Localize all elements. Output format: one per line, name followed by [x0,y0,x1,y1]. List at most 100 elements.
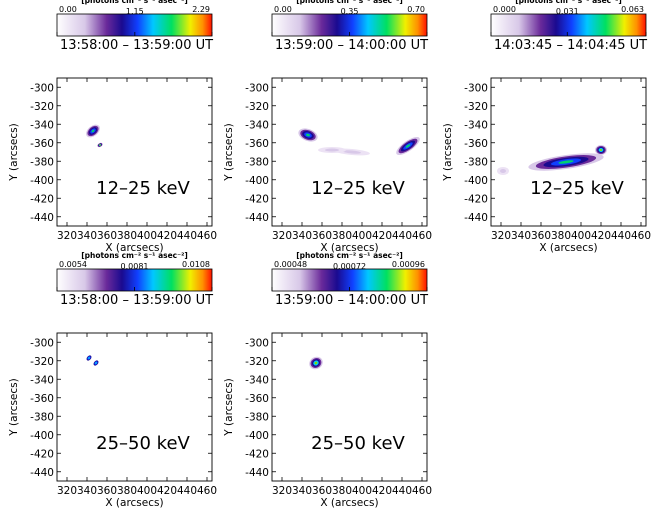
emission-source [314,361,318,365]
x-tick-label: 440 [392,485,412,497]
emission-source [500,169,506,173]
y-tick-label: -360 [464,138,488,150]
y-tick-label: -420 [30,193,54,205]
x-tick-label: 420 [372,485,392,497]
y-tick-label: -360 [245,138,269,150]
emission-source [306,133,310,137]
x-tick-label: 320 [491,230,511,242]
plot-frame [271,77,428,227]
colorbar-tick-label: 1.15 [126,7,144,16]
colorbar-tick-label: 0.00 [59,5,77,14]
panel-title: 13:58:00 – 13:59:00 UT [60,293,213,308]
x-tick-label: 460 [631,230,651,242]
energy-label: 25–50 keV [311,433,405,454]
y-tick-label: -300 [245,337,269,349]
y-tick-label: -420 [464,193,488,205]
x-tick-label: 420 [591,230,611,242]
x-tick-label: 340 [77,230,97,242]
x-tick-label: 420 [372,230,392,242]
x-tick-label: 380 [117,230,137,242]
x-tick-label: 440 [392,230,412,242]
colorbar-tick-label: 0.0054 [59,260,87,269]
y-tick-label: -320 [245,356,269,368]
x-axis-label: X (arcsecs) [105,497,163,509]
y-tick-label: -340 [245,374,269,386]
y-tick-label: -300 [30,337,54,349]
x-tick-label: 360 [97,485,117,497]
colorbar-tick-label: 0.70 [407,5,425,14]
plot-frame [56,332,213,482]
energy-label: 25–50 keV [96,433,190,454]
y-axis-label: Y (arcsecs) [223,123,235,181]
y-tick-label: -380 [464,156,488,168]
x-tick-label: 380 [332,485,352,497]
x-tick-label: 360 [312,485,332,497]
y-tick-label: -340 [464,119,488,131]
colorbar-tick-label: 0.35 [341,7,359,16]
colorbar-tick-label: 0.00096 [392,260,425,269]
plot-frame [271,332,428,482]
plot-frame [56,77,213,227]
y-axis-label: Y (arcsecs) [442,123,454,181]
y-tick-label: -440 [30,467,54,479]
emission-source [99,144,101,146]
x-tick-label: 320 [272,230,292,242]
colorbar-label: [photons cm⁻² s⁻¹ asec⁻²] [296,251,403,260]
panel: [photons cm⁻² s⁻¹ asec⁻²]0.00048 0.00072 0… [223,251,432,509]
y-tick-label: -420 [245,448,269,460]
emission-source [95,362,97,364]
panel-title: 14:03:45 – 14:04:45 UT [494,38,647,53]
y-tick-label: -340 [245,119,269,131]
colorbar-tick-label: 0.00072 [333,262,366,271]
y-tick-label: -400 [245,175,269,187]
colorbar-tick-label: 0.00 [274,5,292,14]
y-tick-label: -420 [30,448,54,460]
y-tick-label: -440 [245,212,269,224]
emission-source [325,148,339,152]
energy-label: 12–25 keV [96,178,190,199]
y-tick-label: -400 [30,430,54,442]
panel: [photons cm⁻² s⁻¹ asec⁻²]0.000 0.031 0.063… [442,0,651,254]
y-tick-label: -300 [245,82,269,94]
y-tick-label: -360 [245,393,269,405]
y-tick-label: -320 [30,101,54,113]
x-tick-label: 440 [177,485,197,497]
plot-area [491,78,646,226]
x-tick-label: 400 [137,230,157,242]
y-tick-label: -320 [464,101,488,113]
x-tick-label: 340 [292,485,312,497]
plot-area [272,333,427,481]
colorbar-tick-label: 0.000 [493,5,516,14]
y-tick-label: -380 [245,156,269,168]
x-tick-label: 440 [177,230,197,242]
y-tick-label: -340 [30,119,54,131]
y-tick-label: -360 [30,138,54,150]
panel-title: 13:59:00 – 14:00:00 UT [275,293,428,308]
colorbar-label: [photons cm⁻² s⁻¹ asec⁻²] [515,0,622,5]
panel: [photons cm⁻² s⁻¹ asec⁻²]0.0054 0.0081 0.0… [8,251,217,509]
colorbar-tick-label: 2.29 [192,5,210,14]
y-tick-label: -440 [245,467,269,479]
y-axis-label: Y (arcsecs) [8,378,20,436]
colorbar-label: [photons cm⁻² s⁻¹ asec⁻²] [81,251,188,260]
colorbar-tick-label: 0.063 [621,5,644,14]
x-axis-label: X (arcsecs) [320,242,378,254]
y-axis-label: Y (arcsecs) [8,123,20,181]
y-axis-label: Y (arcsecs) [223,378,235,436]
colorbar-label: [photons cm⁻² s⁻¹ asec⁻²] [81,0,188,5]
x-tick-label: 440 [611,230,631,242]
x-tick-label: 360 [312,230,332,242]
panel: [photons cm⁻² s⁻¹ asec⁻²] 0.00 1.15 2.29 13:… [8,0,217,254]
plot-frame [490,77,647,227]
x-tick-label: 360 [97,230,117,242]
x-tick-label: 340 [77,485,97,497]
y-tick-label: -440 [30,212,54,224]
x-tick-label: 460 [197,230,217,242]
y-tick-label: -360 [30,393,54,405]
y-tick-label: -380 [30,411,54,423]
emission-source [88,357,90,359]
x-tick-label: 320 [272,485,292,497]
x-axis-label: X (arcsecs) [320,497,378,509]
